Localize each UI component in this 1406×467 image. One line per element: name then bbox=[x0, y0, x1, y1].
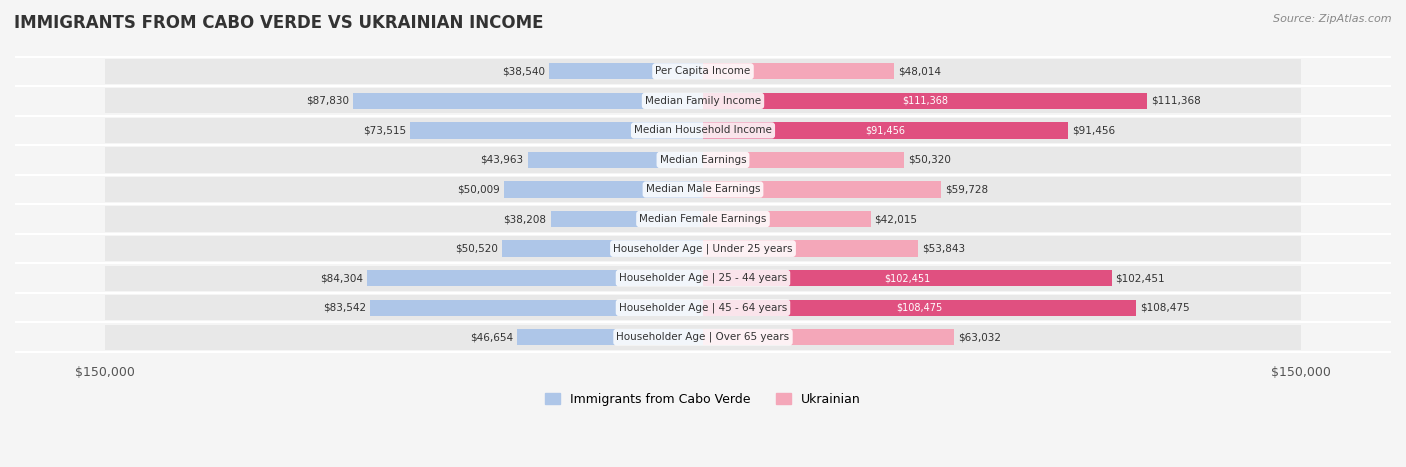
Bar bbox=[703, 93, 1147, 109]
Text: IMMIGRANTS FROM CABO VERDE VS UKRAINIAN INCOME: IMMIGRANTS FROM CABO VERDE VS UKRAINIAN … bbox=[14, 14, 544, 32]
Bar bbox=[104, 325, 703, 350]
Text: $38,540: $38,540 bbox=[502, 66, 546, 76]
Text: Median Male Earnings: Median Male Earnings bbox=[645, 184, 761, 194]
Bar bbox=[703, 59, 1302, 84]
Bar bbox=[703, 329, 955, 345]
Bar bbox=[703, 241, 918, 257]
Bar bbox=[517, 329, 703, 345]
Bar bbox=[370, 299, 703, 316]
Text: $83,542: $83,542 bbox=[323, 303, 366, 313]
Bar bbox=[703, 177, 1302, 202]
Text: $73,515: $73,515 bbox=[363, 126, 406, 135]
Text: Per Capita Income: Per Capita Income bbox=[655, 66, 751, 76]
Legend: Immigrants from Cabo Verde, Ukrainian: Immigrants from Cabo Verde, Ukrainian bbox=[540, 388, 866, 411]
Bar bbox=[104, 236, 703, 261]
Text: Source: ZipAtlas.com: Source: ZipAtlas.com bbox=[1274, 14, 1392, 24]
Bar bbox=[104, 118, 703, 143]
Text: $46,654: $46,654 bbox=[470, 332, 513, 342]
Bar bbox=[703, 236, 1302, 261]
Text: $50,320: $50,320 bbox=[908, 155, 950, 165]
Bar bbox=[703, 118, 1302, 143]
Text: Median Family Income: Median Family Income bbox=[645, 96, 761, 106]
Bar bbox=[703, 206, 1302, 232]
Text: Householder Age | 45 - 64 years: Householder Age | 45 - 64 years bbox=[619, 303, 787, 313]
Text: $53,843: $53,843 bbox=[922, 244, 965, 254]
Bar bbox=[703, 181, 941, 198]
Bar bbox=[703, 211, 870, 227]
Text: $91,456: $91,456 bbox=[1071, 126, 1115, 135]
Bar bbox=[503, 181, 703, 198]
Text: $50,520: $50,520 bbox=[454, 244, 498, 254]
Text: $50,009: $50,009 bbox=[457, 184, 499, 194]
Bar bbox=[703, 88, 1302, 113]
Text: $102,451: $102,451 bbox=[1115, 273, 1166, 283]
Bar bbox=[104, 266, 703, 290]
Bar bbox=[104, 148, 703, 172]
Text: Householder Age | Under 25 years: Householder Age | Under 25 years bbox=[613, 243, 793, 254]
Bar bbox=[104, 59, 703, 84]
Bar bbox=[527, 152, 703, 168]
Text: Median Female Earnings: Median Female Earnings bbox=[640, 214, 766, 224]
Bar bbox=[703, 270, 1112, 286]
Text: Householder Age | 25 - 44 years: Householder Age | 25 - 44 years bbox=[619, 273, 787, 283]
Bar bbox=[104, 295, 703, 320]
Text: $48,014: $48,014 bbox=[898, 66, 942, 76]
Text: Median Earnings: Median Earnings bbox=[659, 155, 747, 165]
Text: $43,963: $43,963 bbox=[481, 155, 523, 165]
Bar bbox=[353, 93, 703, 109]
Bar bbox=[703, 122, 1067, 139]
Bar bbox=[703, 148, 1302, 172]
Bar bbox=[104, 88, 703, 113]
Text: $59,728: $59,728 bbox=[945, 184, 988, 194]
Bar bbox=[703, 299, 1136, 316]
Text: $84,304: $84,304 bbox=[319, 273, 363, 283]
Text: $87,830: $87,830 bbox=[305, 96, 349, 106]
Text: Householder Age | Over 65 years: Householder Age | Over 65 years bbox=[616, 332, 790, 342]
Text: $42,015: $42,015 bbox=[875, 214, 918, 224]
Text: $111,368: $111,368 bbox=[1152, 96, 1201, 106]
Bar bbox=[703, 295, 1302, 320]
Bar bbox=[551, 211, 703, 227]
Bar bbox=[104, 177, 703, 202]
Bar bbox=[703, 266, 1302, 290]
Bar bbox=[502, 241, 703, 257]
Text: $38,208: $38,208 bbox=[503, 214, 547, 224]
Text: $63,032: $63,032 bbox=[959, 332, 1001, 342]
Bar bbox=[409, 122, 703, 139]
Text: Median Household Income: Median Household Income bbox=[634, 126, 772, 135]
Text: $108,475: $108,475 bbox=[1140, 303, 1189, 313]
Text: $102,451: $102,451 bbox=[884, 273, 931, 283]
Bar bbox=[104, 206, 703, 232]
Bar bbox=[703, 152, 904, 168]
Text: $108,475: $108,475 bbox=[896, 303, 942, 313]
Bar bbox=[367, 270, 703, 286]
Text: $91,456: $91,456 bbox=[865, 126, 905, 135]
Bar bbox=[550, 63, 703, 79]
Text: $111,368: $111,368 bbox=[903, 96, 948, 106]
Bar bbox=[703, 63, 894, 79]
Bar bbox=[703, 325, 1302, 350]
